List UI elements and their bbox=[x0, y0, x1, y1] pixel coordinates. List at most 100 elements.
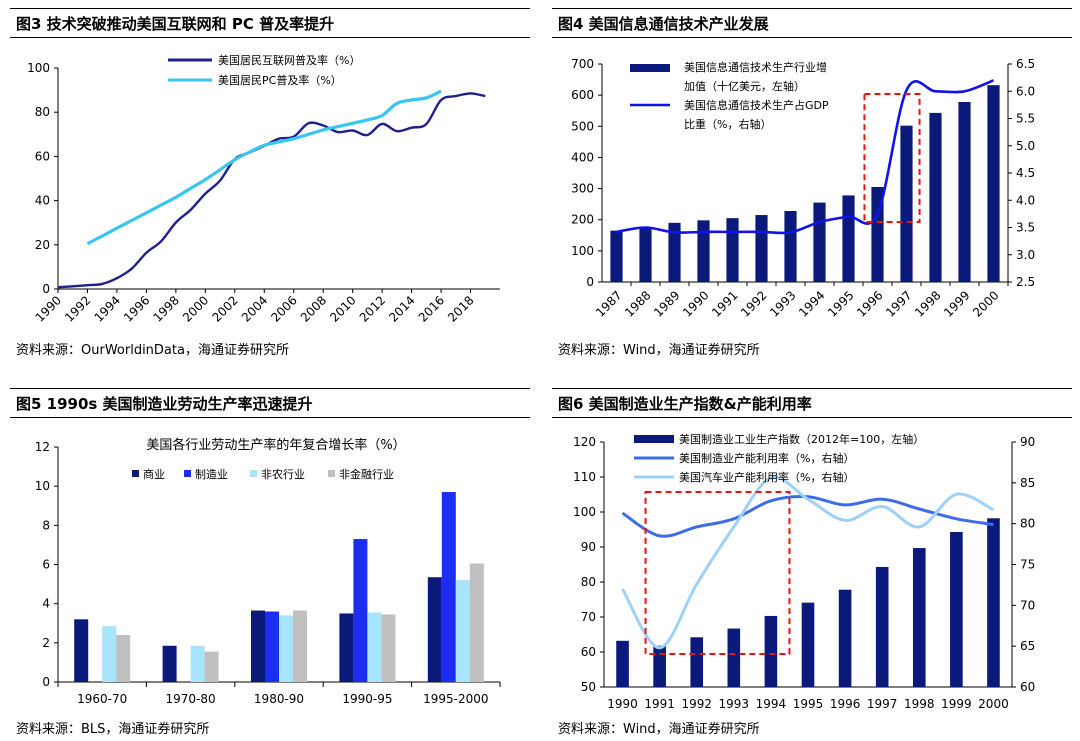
legend-swatch bbox=[184, 470, 191, 477]
x-tick-label: 1994 bbox=[756, 697, 787, 711]
legend-label: 美国信息通信技术生产行业增 bbox=[684, 60, 827, 74]
bar bbox=[950, 531, 963, 687]
series-line-2 bbox=[621, 475, 995, 650]
y-tick-label: 90 bbox=[581, 540, 596, 554]
y2-tick-label: 65 bbox=[1020, 639, 1035, 653]
legend-swatch bbox=[132, 470, 139, 477]
panel-productivity: 图5 1990s 美国制造业劳动生产率迅速提升 0 2 4 6 8 10 12 美国各行业劳动… bbox=[10, 388, 530, 740]
bar bbox=[251, 610, 265, 682]
series-line-1 bbox=[57, 92, 486, 289]
y-tick-label: 500 bbox=[571, 119, 594, 133]
y-tick-label: 8 bbox=[42, 518, 50, 532]
bar bbox=[697, 220, 710, 282]
x-tick-label: 1991 bbox=[644, 697, 675, 711]
panel-source: 资料来源：OurWorldinData，海通证券研究所 bbox=[16, 343, 289, 358]
y2-tick-label: 6.5 bbox=[1016, 57, 1035, 71]
x-tick-label: 1991 bbox=[709, 288, 740, 319]
legend-label: 美国制造业工业生产指数（2012年=100，左轴） bbox=[679, 432, 924, 446]
legend-label: 非农行业 bbox=[261, 467, 305, 481]
legend-swatch-bar bbox=[630, 64, 670, 72]
bar bbox=[726, 218, 739, 282]
x-tick-label: 1995-2000 bbox=[423, 692, 488, 706]
bar bbox=[842, 195, 855, 282]
legend-swatch bbox=[328, 470, 335, 477]
y2-tick-label: 5.5 bbox=[1016, 112, 1035, 126]
bar bbox=[610, 230, 623, 282]
bar bbox=[653, 645, 666, 687]
y-tick-label: 60 bbox=[581, 645, 596, 659]
chart-title: 美国各行业劳动生产率的年复合增长率（%） bbox=[146, 437, 405, 453]
bar bbox=[929, 112, 942, 282]
bar bbox=[987, 85, 1000, 282]
legend-label: 美国汽车业产能利用率（%，右轴） bbox=[679, 470, 854, 484]
y2-tick-label: 60 bbox=[1020, 680, 1035, 694]
x-tick-label: 1993 bbox=[767, 288, 798, 319]
y2-tick-label: 3.5 bbox=[1016, 221, 1035, 235]
y2-tick-label: 70 bbox=[1020, 598, 1035, 612]
y-tick-label: 80 bbox=[581, 575, 596, 589]
bar bbox=[339, 613, 354, 682]
x-tick-label: 1998 bbox=[912, 288, 943, 319]
x-tick-label: 1970-80 bbox=[166, 692, 216, 706]
x-tick-label: 1996 bbox=[121, 293, 152, 324]
bar bbox=[441, 492, 456, 682]
panel-title: 图4 美国信息通信技术产业发展 bbox=[552, 8, 1072, 38]
x-tick-label: 1998 bbox=[904, 697, 935, 711]
bar bbox=[639, 227, 652, 282]
y-tick-label: 400 bbox=[571, 150, 594, 164]
x-tick-label: 2016 bbox=[416, 293, 447, 324]
x-tick-label: 1992 bbox=[738, 288, 769, 319]
x-tick-label: 2010 bbox=[327, 293, 358, 324]
x-tick-label: 1995 bbox=[825, 288, 856, 319]
y-tick-label: 70 bbox=[581, 610, 596, 624]
bar bbox=[871, 187, 884, 282]
x-tick-label: 2018 bbox=[445, 293, 476, 324]
series-line-1 bbox=[621, 495, 994, 538]
y-tick-label: 12 bbox=[35, 440, 50, 454]
panel-manufacturing: 图6 美国制造业生产指数&产能利用率 50 60 70 80 90 100 110 120 60… bbox=[552, 388, 1072, 740]
legend-swatch-bar bbox=[634, 435, 674, 443]
y2-tick-label: 4.5 bbox=[1016, 166, 1035, 180]
y-tick-label: 20 bbox=[35, 238, 50, 252]
bar bbox=[190, 645, 205, 682]
chart-ict: 0 100 200 300 400 500 600 700 2.5 3.0 3.5 4.0 4.5 5.0… bbox=[571, 57, 1035, 320]
y-tick-label: 100 bbox=[571, 244, 594, 258]
legend-label: 美国居民互联网普及率（%） bbox=[218, 53, 360, 67]
series-line bbox=[616, 79, 994, 235]
bar bbox=[616, 640, 629, 687]
y-tick-label: 300 bbox=[571, 182, 594, 196]
y-tick-label: 40 bbox=[35, 194, 50, 208]
bar bbox=[367, 612, 382, 682]
legend-label: 美国居民PC普及率（%） bbox=[218, 73, 342, 87]
y-tick-label: 2 bbox=[42, 636, 50, 650]
x-tick-label: 2000 bbox=[970, 288, 1001, 319]
x-tick-label: 1990 bbox=[607, 697, 638, 711]
y-tick-label: 60 bbox=[35, 149, 50, 163]
bar bbox=[784, 210, 797, 282]
x-tick-label: 1999 bbox=[941, 697, 972, 711]
x-tick-label: 2012 bbox=[357, 293, 388, 324]
bar bbox=[353, 539, 368, 682]
x-tick-label: 1990 bbox=[33, 293, 64, 324]
chart-internet-pc: 0 20 40 60 80 100 1990199219941996199820002002… bbox=[27, 53, 500, 325]
legend-swatch bbox=[250, 470, 257, 477]
y2-tick-label: 75 bbox=[1020, 558, 1035, 572]
chart-manufacturing: 50 60 70 80 90 100 110 120 60 65 70 75 80 85 90 1990 199… bbox=[573, 432, 1035, 711]
panel-source: 资料来源：Wind，海通证券研究所 bbox=[558, 343, 760, 358]
y2-tick-label: 3.0 bbox=[1016, 248, 1035, 262]
bar bbox=[875, 566, 889, 687]
x-tick-label: 2014 bbox=[386, 293, 417, 324]
x-tick-label: 1992 bbox=[62, 293, 93, 324]
bar bbox=[813, 202, 826, 282]
legend-label: 美国信息通信技术生产占GDP bbox=[684, 98, 829, 112]
legend-label: 制造业 bbox=[195, 467, 228, 481]
x-tick-label: 1999 bbox=[941, 288, 972, 319]
legend-label: 商业 bbox=[143, 467, 165, 481]
bar bbox=[74, 619, 89, 682]
panel-title: 图5 1990s 美国制造业劳动生产率迅速提升 bbox=[10, 388, 530, 418]
x-tick-label: 1996 bbox=[830, 697, 861, 711]
y2-tick-label: 90 bbox=[1020, 435, 1035, 449]
chart-productivity: 0 2 4 6 8 10 12 美国各行业劳动生产率的年复合增长率（%） 1960-70 1970… bbox=[35, 437, 501, 706]
y-tick-label: 700 bbox=[571, 57, 594, 71]
y-tick-label: 600 bbox=[571, 88, 594, 102]
